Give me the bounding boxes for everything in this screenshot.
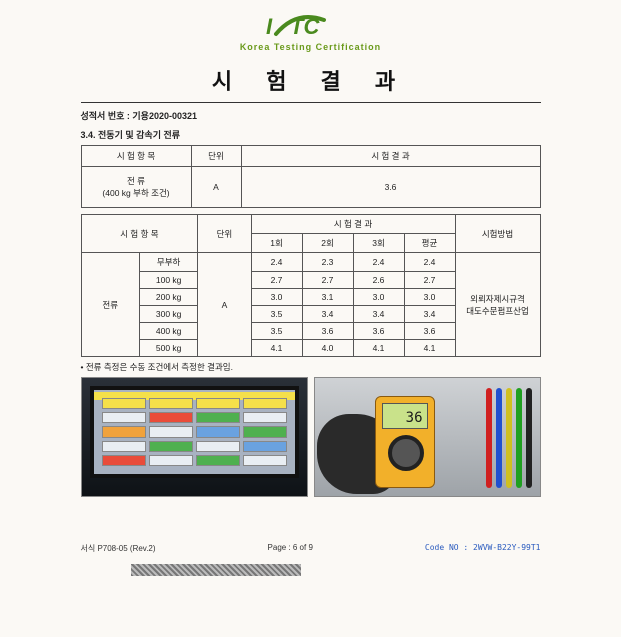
t2-load-3: 300 kg bbox=[139, 306, 197, 323]
t2-v53: 4.1 bbox=[404, 340, 455, 357]
t2-v50: 4.1 bbox=[251, 340, 302, 357]
t2-v40: 3.5 bbox=[251, 323, 302, 340]
t2-h-item: 시 험 항 목 bbox=[81, 215, 198, 253]
section-heading: 3.4. 전동기 및 감속기 전류 bbox=[81, 128, 541, 141]
t1-h-item: 시 험 항 목 bbox=[81, 146, 191, 167]
t1-h-unit: 단위 bbox=[191, 146, 241, 167]
t1-item: 전 류 (400 kg 부하 조건) bbox=[81, 167, 191, 208]
t1-result: 3.6 bbox=[241, 167, 540, 208]
t2-load-5: 500 kg bbox=[139, 340, 197, 357]
t2-h-unit: 단위 bbox=[198, 215, 251, 253]
t2-unit: A bbox=[198, 253, 251, 357]
detail-table: 시 험 항 목 단위 시 험 결 과 시험방법 1회 2회 3회 평균 전류 무… bbox=[81, 214, 541, 357]
photo-control-screen bbox=[81, 377, 308, 497]
t2-v32: 3.4 bbox=[353, 306, 404, 323]
t2-v12: 2.6 bbox=[353, 272, 404, 289]
t2-v51: 4.0 bbox=[302, 340, 353, 357]
t2-v03: 2.4 bbox=[404, 253, 455, 272]
t2-rowlabel: 전류 bbox=[81, 253, 139, 357]
table-row: 전류 무부하 A 2.4 2.3 2.4 2.4 외뢰자제시규격 대도수문펌프산… bbox=[81, 253, 540, 272]
title-rule bbox=[81, 102, 541, 103]
t2-v33: 3.4 bbox=[404, 306, 455, 323]
logo-block: I TC Korea Testing Certification bbox=[51, 14, 571, 52]
summary-table: 시 험 항 목 단위 시 험 결 과 전 류 (400 kg 부하 조건) A … bbox=[81, 145, 541, 208]
t2-v22: 3.0 bbox=[353, 289, 404, 306]
t2-sub-1: 1회 bbox=[251, 234, 302, 253]
svg-text:TC: TC bbox=[290, 14, 320, 38]
footer-code-number: Code NO : 2WVW-B22Y-99T1 bbox=[425, 543, 541, 554]
footer-page-number: Page : 6 of 9 bbox=[268, 543, 313, 554]
t2-v02: 2.4 bbox=[353, 253, 404, 272]
t1-unit: A bbox=[191, 167, 241, 208]
measurement-note: • 전류 측정은 수동 조건에서 측정한 결과임. bbox=[81, 361, 541, 373]
t2-v13: 2.7 bbox=[404, 272, 455, 289]
t2-v42: 3.6 bbox=[353, 323, 404, 340]
t2-v01: 2.3 bbox=[302, 253, 353, 272]
page-footer: 서식 P708-05 (Rev.2) Page : 6 of 9 Code NO… bbox=[81, 543, 541, 554]
t2-load-1: 100 kg bbox=[139, 272, 197, 289]
photo-strip: 36 bbox=[81, 377, 541, 497]
logo-subtitle: Korea Testing Certification bbox=[51, 42, 571, 52]
svg-text:I: I bbox=[266, 14, 273, 38]
t2-v20: 3.0 bbox=[251, 289, 302, 306]
t2-sub-3: 3회 bbox=[353, 234, 404, 253]
redaction-bar bbox=[131, 564, 301, 576]
t2-v23: 3.0 bbox=[404, 289, 455, 306]
t2-v43: 3.6 bbox=[404, 323, 455, 340]
document-number: 성적서 번호 : 기용2020-00321 bbox=[81, 109, 541, 122]
t2-sub-2: 2회 bbox=[302, 234, 353, 253]
t1-h-result: 시 험 결 과 bbox=[241, 146, 540, 167]
t2-v31: 3.4 bbox=[302, 306, 353, 323]
t2-h-result: 시 험 결 과 bbox=[251, 215, 455, 234]
t2-v00: 2.4 bbox=[251, 253, 302, 272]
t2-method: 외뢰자제시규격 대도수문펌프산업 bbox=[455, 253, 540, 357]
t2-v11: 2.7 bbox=[302, 272, 353, 289]
t2-load-0: 무부하 bbox=[139, 253, 197, 272]
t2-v52: 4.1 bbox=[353, 340, 404, 357]
page-title: 시 험 결 과 bbox=[51, 64, 571, 96]
t2-v10: 2.7 bbox=[251, 272, 302, 289]
t2-v21: 3.1 bbox=[302, 289, 353, 306]
t2-load-2: 200 kg bbox=[139, 289, 197, 306]
t2-v41: 3.6 bbox=[302, 323, 353, 340]
t2-h-method: 시험방법 bbox=[455, 215, 540, 253]
t2-load-4: 400 kg bbox=[139, 323, 197, 340]
photo-multimeter: 36 bbox=[314, 377, 541, 497]
footer-form-id: 서식 P708-05 (Rev.2) bbox=[81, 543, 156, 554]
t2-sub-avg: 평균 bbox=[404, 234, 455, 253]
t2-v30: 3.5 bbox=[251, 306, 302, 323]
ktc-logo-icon: I TC bbox=[266, 14, 356, 38]
meter-display: 36 bbox=[382, 403, 428, 429]
